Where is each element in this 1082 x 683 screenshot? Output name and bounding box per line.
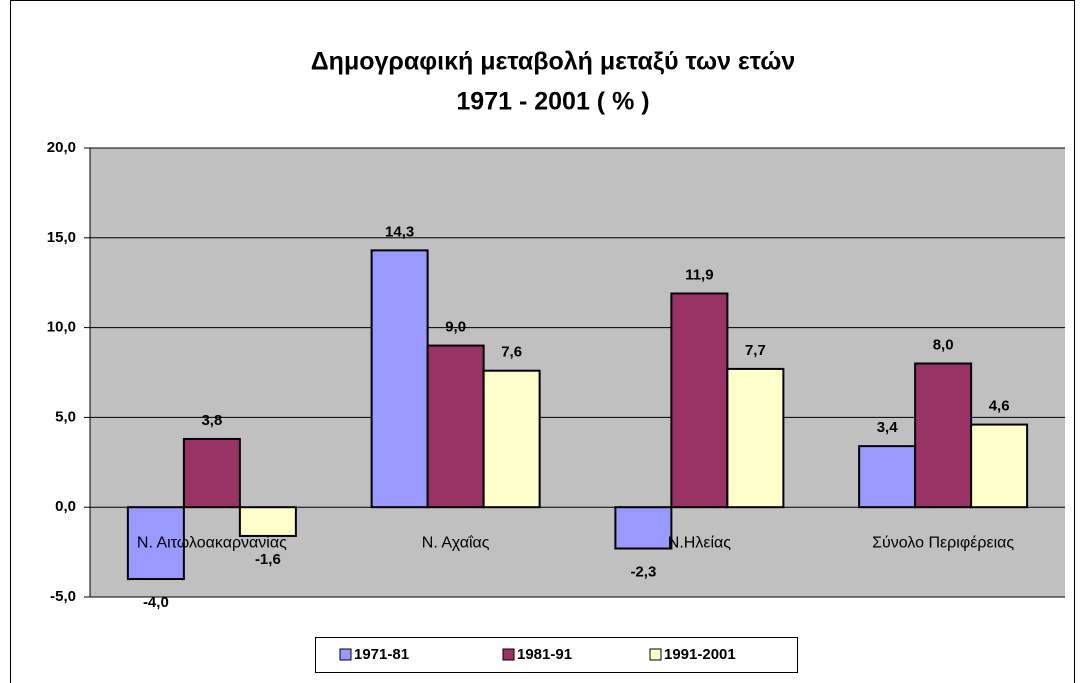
legend-swatch	[502, 648, 515, 661]
value-label: 3,4	[877, 419, 899, 436]
y-tick-label: 20,0	[47, 139, 76, 156]
value-label: 3,8	[201, 412, 222, 429]
legend-box	[315, 637, 798, 673]
bar	[914, 362, 973, 509]
y-tick-label: 10,0	[47, 319, 76, 336]
bar	[426, 344, 485, 509]
value-label: 7,6	[501, 344, 522, 361]
bar	[482, 369, 541, 509]
legend-label: 1981-91	[517, 646, 572, 663]
x-tick-label: Ν. Αιτωλοακαρνανίας	[137, 534, 287, 551]
value-label: 11,9	[685, 266, 713, 283]
bar	[238, 506, 297, 537]
value-label: 7,7	[745, 342, 766, 359]
bar	[370, 249, 429, 509]
legend-swatch	[339, 648, 352, 661]
legend-label: 1971-81	[354, 646, 409, 663]
bar	[126, 506, 185, 581]
bar	[858, 445, 917, 509]
x-tick-label: Σύνολο Περιφέρειας	[872, 534, 1014, 551]
bar	[970, 423, 1029, 509]
value-label: -2,3	[630, 563, 656, 580]
y-tick-label: 15,0	[47, 229, 76, 246]
bar	[670, 292, 729, 509]
value-label: 14,3	[385, 223, 414, 240]
y-tick-label: 0,0	[55, 498, 76, 515]
chart-subtitle: 1971 - 2001 ( % )	[456, 88, 649, 116]
x-tick-label: Ν. Αχαΐας	[422, 534, 490, 551]
legend-swatch	[649, 648, 662, 661]
value-label: 8,0	[933, 336, 954, 353]
value-label: 4,6	[989, 398, 1010, 415]
y-tick-label: -5,0	[50, 588, 76, 605]
value-label: -1,6	[255, 551, 281, 568]
value-label: 9,0	[445, 319, 466, 336]
bar	[726, 367, 785, 509]
chart-title: Δημογραφική μεταβολή μεταξύ των ετών	[311, 48, 796, 76]
x-tick-label: Ν.Ηλείας	[668, 534, 731, 551]
bar	[182, 437, 241, 509]
y-tick-label: 5,0	[55, 408, 76, 425]
value-label: -4,0	[143, 594, 169, 611]
bar	[614, 506, 673, 550]
legend-label: 1991-2001	[664, 646, 736, 663]
